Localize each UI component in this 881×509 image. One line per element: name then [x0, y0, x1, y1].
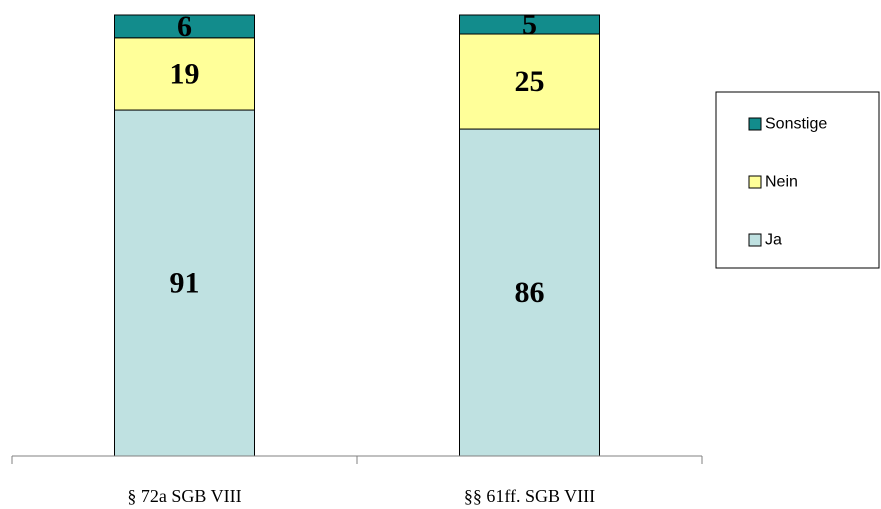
bars-group: [114, 14, 600, 457]
bar-sonstige-1: [114, 14, 255, 39]
bar-nein-2: [459, 33, 600, 130]
legend-box: [715, 91, 880, 269]
data-label-nein-2: 25: [515, 65, 545, 98]
bar-labels-group: 91 19 6 86 25 5: [170, 8, 545, 309]
bar-ja-2: [459, 128, 600, 457]
x-axis: § 72a SGB VIII §§ 61ff. SGB VIII: [11, 455, 703, 506]
bar-sonstige-2: [459, 14, 600, 35]
data-label-ja-1: 91: [170, 267, 200, 300]
data-label-ja-2: 86: [515, 276, 545, 309]
x-tick-label-2: §§ 61ff. SGB VIII: [464, 486, 595, 506]
legend-label-ja: Ja: [765, 232, 782, 249]
legend-swatch-nein: [748, 175, 762, 189]
legend-label-sonstige: Sonstige: [765, 116, 827, 133]
legend: Sonstige Nein Ja: [715, 91, 880, 269]
legend-swatch-sonstige: [748, 117, 762, 131]
data-label-sonstige-2: 5: [522, 8, 537, 41]
legend-label-nein: Nein: [765, 174, 798, 191]
data-label-nein-1: 19: [170, 57, 200, 90]
legend-swatch-ja: [748, 233, 762, 247]
bar-nein-1: [114, 37, 255, 111]
x-tick-label-1: § 72a SGB VIII: [127, 486, 241, 506]
data-label-sonstige-1: 6: [177, 10, 192, 43]
bar-ja-1: [114, 109, 255, 457]
